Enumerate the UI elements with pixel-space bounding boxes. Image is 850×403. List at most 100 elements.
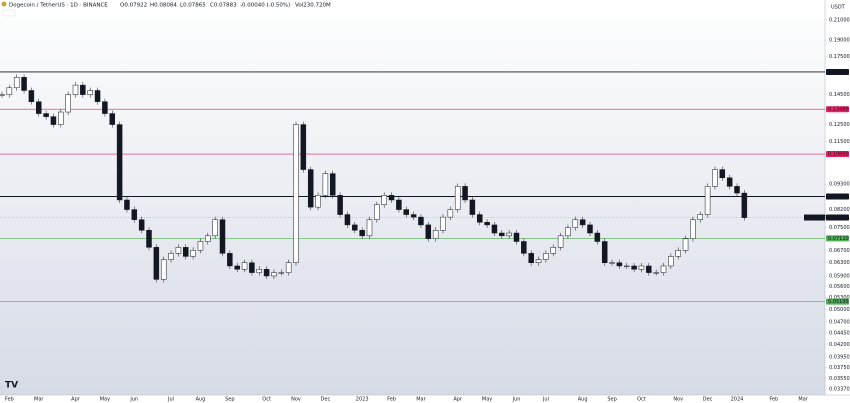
- candle: [153, 247, 160, 280]
- x-tick-label: Jun: [129, 397, 138, 403]
- ohlc-value: Vol230.720M: [295, 3, 331, 9]
- level-label: 0.10800: [828, 152, 849, 158]
- candle: [87, 90, 93, 95]
- level-tag: [826, 235, 849, 242]
- y-tick-label: 0.04700: [829, 319, 850, 325]
- candle: [653, 272, 659, 274]
- candle: [528, 253, 534, 263]
- candle: [131, 209, 138, 220]
- candle: [249, 262, 255, 273]
- candle: [160, 259, 167, 280]
- currency: USDT: [831, 5, 846, 11]
- y-tick-label: 0.19000: [829, 38, 850, 44]
- level-tag: [826, 298, 849, 305]
- x-tick-label: Feb: [769, 397, 778, 403]
- candle: [454, 186, 461, 210]
- candle: [477, 214, 483, 223]
- y-tick-label: 0.04450: [829, 330, 850, 336]
- candle: [72, 84, 79, 95]
- candle: [278, 272, 285, 274]
- candle: [146, 230, 152, 248]
- candle: [572, 219, 579, 228]
- y-tick-label: 0.06700: [829, 248, 850, 254]
- y-tick-label: 0.03550: [829, 376, 850, 382]
- candle: [109, 113, 115, 125]
- x-tick-label: Jul: [542, 397, 549, 403]
- x-tick-label: Mar: [416, 397, 426, 403]
- candle: [28, 90, 35, 102]
- candle: [704, 186, 711, 215]
- x-tick-label: Aug: [578, 397, 588, 403]
- x-tick-label: Sep: [225, 397, 234, 403]
- candle: [601, 241, 608, 263]
- candle: [506, 232, 512, 237]
- x-tick-label: Feb: [5, 397, 14, 403]
- candle: [219, 219, 226, 254]
- candle: [6, 87, 13, 95]
- candle: [271, 272, 277, 277]
- candle: [535, 259, 542, 263]
- candle: [315, 195, 321, 208]
- candle: [124, 199, 130, 210]
- y-tick-label: 0.21000: [829, 17, 850, 23]
- candle: [388, 195, 395, 201]
- candle: [734, 186, 740, 194]
- x-tick-label: Apr: [71, 397, 81, 403]
- candle: [550, 247, 556, 254]
- candle: [491, 224, 498, 234]
- x-tick-label: Dec: [321, 397, 331, 403]
- x-tick-label: 2024: [731, 397, 744, 403]
- x-tick-label: Jul: [167, 397, 174, 403]
- level-tag: [826, 193, 849, 200]
- y-tick-label: 0.12500: [829, 122, 850, 128]
- candle: [690, 219, 696, 239]
- candle: [183, 247, 189, 257]
- candle: [557, 235, 564, 248]
- candle: [587, 224, 593, 234]
- y-tick-label: 0.04200: [829, 342, 850, 348]
- candle: [293, 124, 299, 263]
- x-tick-label: 2023: [356, 397, 369, 403]
- candle: [484, 222, 490, 226]
- candle: [565, 227, 571, 237]
- level-label: 0.07110: [828, 236, 849, 242]
- coin-icon: [1, 1, 7, 7]
- candle: [307, 169, 314, 208]
- x-tick-label: Dec: [703, 397, 713, 403]
- candle: [300, 124, 307, 170]
- y-tick-label: 0.09300: [829, 182, 850, 188]
- candle: [469, 199, 476, 215]
- x-tick-label: Nov: [291, 397, 301, 403]
- x-tick-label: Jun: [512, 397, 521, 403]
- y-tick-label: 0.14500: [829, 92, 850, 98]
- candle: [366, 219, 373, 237]
- candle: [425, 224, 432, 239]
- candle: [396, 199, 402, 210]
- candle: [102, 101, 108, 114]
- y-tick-label: 0.03370: [829, 386, 850, 392]
- candle: [241, 262, 248, 270]
- chart-title: Dogecoin / TetherUS · 1D · BINANCE: [9, 3, 108, 9]
- candle: [359, 230, 365, 237]
- candle: [322, 173, 329, 196]
- candle: [543, 253, 549, 260]
- symbol-label: DOGEUSDT: [806, 215, 829, 220]
- y-tick-label: 0.05600: [829, 284, 850, 290]
- candle: [660, 265, 667, 273]
- candle: [726, 177, 733, 187]
- y-tick-label: 0.05300: [829, 295, 850, 301]
- candle: [65, 94, 71, 113]
- candle: [447, 209, 454, 218]
- y-tick-label: 0.17500: [829, 54, 850, 60]
- x-tick-label: Apr: [453, 397, 463, 403]
- candle: [579, 219, 586, 226]
- candle: [190, 250, 196, 257]
- candle: [337, 195, 343, 215]
- candle: [513, 232, 520, 242]
- level-tag: [826, 106, 849, 113]
- collapse-button[interactable]: [2, 9, 16, 17]
- candle: [719, 169, 726, 179]
- candle: [43, 113, 49, 117]
- candle: [58, 111, 64, 125]
